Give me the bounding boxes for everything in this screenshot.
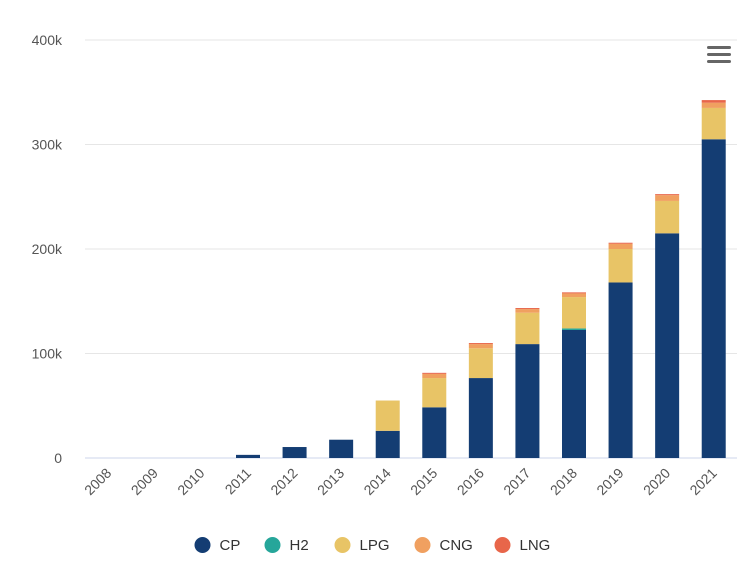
x-tick-label: 2012: [267, 465, 300, 498]
bar-segment-cng-2020[interactable]: [655, 195, 680, 201]
hamburger-menu-icon[interactable]: [703, 42, 735, 68]
bar-segment-lpg-2015[interactable]: [422, 378, 447, 408]
bar-segment-cp-2016[interactable]: [468, 378, 493, 458]
x-tick-label: 2011: [222, 465, 255, 498]
menu-bar-3: [707, 60, 731, 63]
bar-segment-lpg-2020[interactable]: [655, 200, 680, 234]
legend-item-lng[interactable]: LNG: [494, 537, 551, 554]
bar-segment-cng-2021[interactable]: [701, 102, 726, 108]
bar-segment-cp-2021[interactable]: [701, 139, 726, 458]
y-tick-label: 300k: [32, 137, 63, 153]
bar-segment-cng-2016[interactable]: [468, 344, 493, 349]
bar-segment-cng-2015[interactable]: [422, 373, 447, 379]
x-tick-label: 2018: [547, 465, 580, 498]
legend-marker: [334, 537, 351, 553]
legend-label: LNG: [520, 537, 551, 554]
x-tick-label: 2009: [128, 465, 161, 498]
legend-item-cng[interactable]: CNG: [414, 537, 473, 554]
bar-segment-lng-2017[interactable]: [515, 308, 540, 310]
bar-segment-lpg-2019[interactable]: [608, 249, 633, 283]
legend-marker: [494, 537, 511, 553]
bars: [236, 100, 726, 458]
bar-segment-lng-2021[interactable]: [701, 100, 726, 103]
y-tick-label: 0: [54, 450, 62, 466]
bar-segment-cng-2018[interactable]: [562, 293, 586, 298]
legend: CP H2 LPG CNG LNG: [194, 537, 551, 554]
bar-segment-lng-2020[interactable]: [655, 194, 680, 196]
bar-segment-lng-2015[interactable]: [422, 372, 447, 374]
legend-label: LPG: [360, 537, 390, 554]
bar-segment-cp-2015[interactable]: [422, 407, 447, 458]
x-tick-label: 2021: [686, 465, 719, 498]
bar-segment-lpg-2017[interactable]: [515, 312, 540, 345]
y-tick-label: 200k: [32, 241, 63, 257]
bar-segment-lng-2018[interactable]: [562, 292, 586, 294]
y-tick-label: 100k: [32, 346, 63, 362]
legend-label: H2: [290, 537, 309, 554]
x-tick-label: 2013: [314, 465, 347, 498]
bar-segment-cng-2019[interactable]: [608, 243, 633, 249]
legend-marker: [414, 537, 431, 553]
bar-segment-cng-2017[interactable]: [515, 309, 540, 313]
bar-segment-lpg-2014[interactable]: [375, 400, 400, 431]
x-tick-label: 2014: [360, 465, 393, 498]
bar-segment-cp-2019[interactable]: [608, 282, 633, 458]
bar-segment-lpg-2016[interactable]: [468, 348, 493, 379]
bar-segment-lpg-2021[interactable]: [701, 107, 726, 140]
legend-item-lpg[interactable]: LPG: [334, 537, 390, 554]
legend-label: CNG: [440, 537, 473, 554]
x-tick-label: 2019: [593, 465, 626, 498]
x-tick-label: 2015: [407, 465, 440, 498]
legend-item-h2[interactable]: H2: [264, 537, 309, 554]
bar-segment-lpg-2018[interactable]: [562, 297, 586, 329]
bar-segment-cp-2017[interactable]: [515, 344, 540, 458]
legend-marker: [194, 537, 211, 553]
bar-segment-lng-2016[interactable]: [468, 343, 493, 345]
bar-segment-cp-2020[interactable]: [655, 233, 680, 458]
bar-segment-cp-2012[interactable]: [282, 447, 307, 458]
legend-item-cp[interactable]: CP: [194, 537, 241, 554]
y-axis-ticks: 0 100k 200k 300k 400k: [32, 32, 63, 466]
bar-segment-cp-2013[interactable]: [329, 439, 354, 458]
bar-segment-cp-2014[interactable]: [375, 430, 400, 458]
bar-segment-h2-2018[interactable]: [562, 328, 586, 330]
legend-marker: [264, 537, 281, 553]
menu-bar-1: [707, 46, 731, 49]
bar-segment-lng-2019[interactable]: [608, 242, 633, 244]
bar-segment-cp-2018[interactable]: [562, 329, 586, 458]
bar-segment-cp-2011[interactable]: [236, 454, 260, 458]
y-tick-label: 400k: [32, 32, 63, 48]
x-tick-label: 2016: [454, 465, 487, 498]
x-tick-label: 2017: [500, 465, 533, 498]
x-axis-ticks: 2008 2009 2010 2011 2012 2013 2014 2015 2016 2017…: [81, 465, 720, 498]
grid-lines: [85, 39, 737, 459]
legend-label: CP: [220, 537, 241, 554]
menu-bar-2: [707, 53, 731, 56]
x-tick-label: 2010: [174, 465, 207, 498]
x-tick-label: 2020: [640, 465, 673, 498]
x-tick-label: 2008: [81, 465, 114, 498]
